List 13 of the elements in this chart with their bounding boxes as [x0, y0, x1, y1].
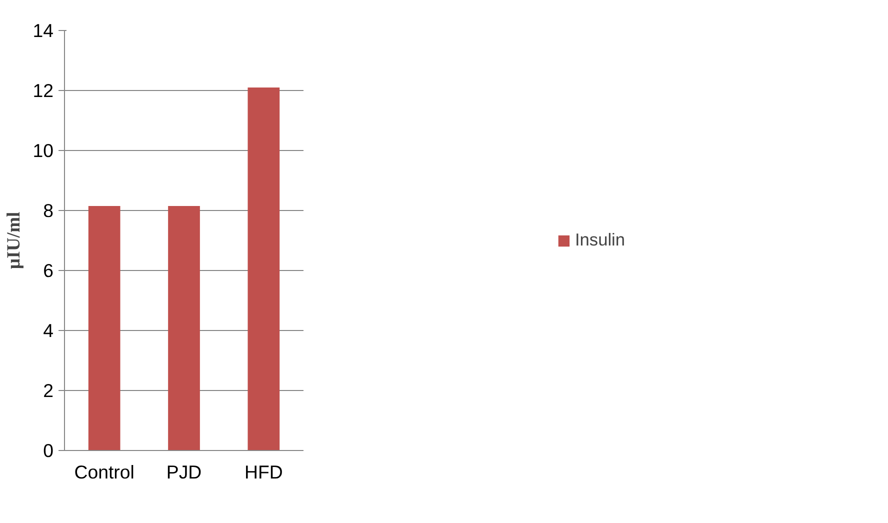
x-tick-label: HFD	[244, 462, 283, 482]
y-tick-label: 0	[43, 440, 54, 461]
y-axis-title: µIU/ml	[4, 212, 25, 270]
y-tick-label: 10	[32, 140, 54, 161]
y-tick-label: 8	[43, 200, 54, 221]
y-tick-label: 14	[32, 20, 54, 41]
y-tick-label: 12	[32, 80, 54, 101]
x-tick-label: Control	[74, 462, 134, 482]
y-tick-label: 2	[43, 380, 54, 401]
y-tick-label: 4	[43, 320, 54, 341]
x-tick-label: PJD	[166, 462, 202, 482]
legend-label: Insulin	[574, 230, 626, 250]
y-tick-label: 6	[43, 260, 54, 281]
